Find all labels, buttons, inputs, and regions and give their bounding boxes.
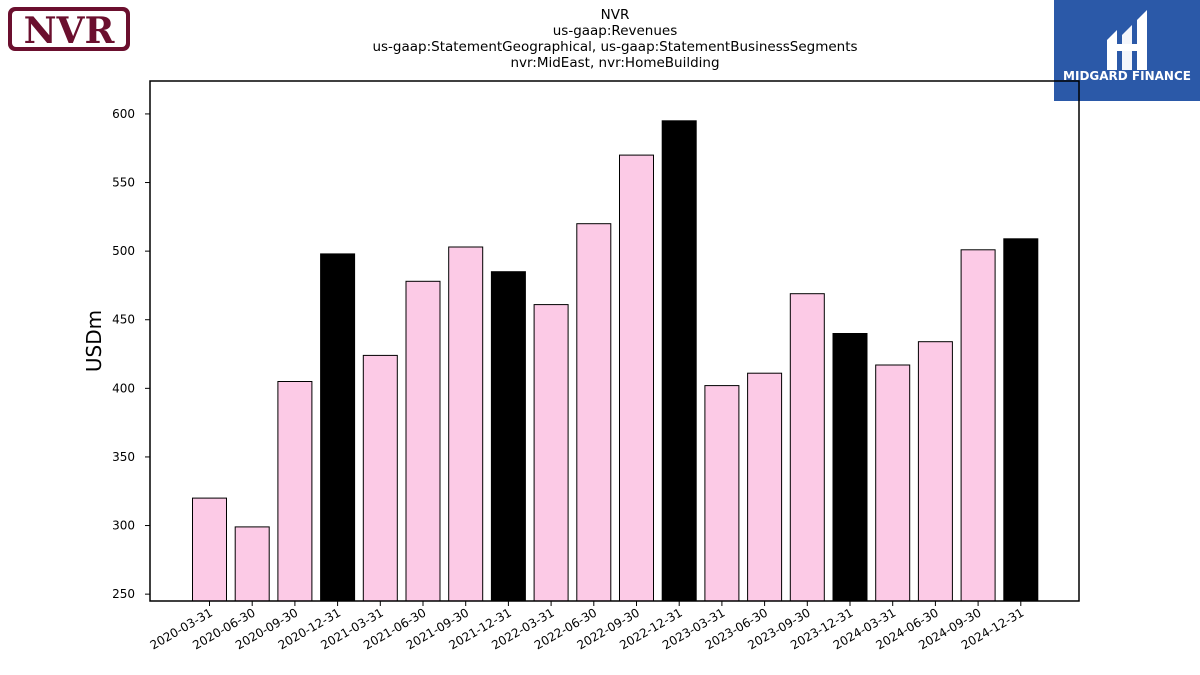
plot-frame [149, 80, 1080, 602]
y-axis-label: USDm [82, 310, 106, 372]
bar-2021-12-31 [490, 271, 526, 602]
y-tick-label-300: 300 [112, 519, 135, 533]
y-axis: 250 300 350 400 450 500 550 600 [112, 107, 150, 601]
bar-2022-12-31 [661, 120, 697, 602]
bar-2023-09-30 [789, 293, 825, 602]
bar-2024-06-30 [917, 341, 953, 602]
y-tick-label-550: 550 [112, 176, 135, 190]
svg-text:MIDGARD FINANCE: MIDGARD FINANCE [1063, 69, 1191, 83]
bar-2024-03-31 [875, 364, 911, 602]
bar-2020-06-30 [234, 526, 270, 602]
svg-text:NVR: NVR [24, 10, 116, 52]
y-tick-label-350: 350 [112, 450, 135, 464]
midgard-finance-logo: MIDGARD FINANCE [1054, 0, 1200, 101]
nvr-logo: NVR [7, 6, 131, 52]
title-line-2: us-gaap:Revenues [552, 23, 678, 39]
bar-2020-12-31 [320, 253, 356, 602]
bar-2024-09-30 [960, 249, 996, 602]
bar-2020-09-30 [277, 381, 313, 602]
bar-2022-06-30 [576, 223, 612, 602]
y-tick-label-450: 450 [112, 313, 135, 327]
bar-2021-06-30 [405, 280, 441, 602]
y-tick-label-500: 500 [112, 244, 135, 258]
bar-2022-03-31 [533, 304, 569, 602]
chart-title: NVR us-gaap:Revenues us-gaap:StatementGe… [250, 7, 980, 71]
bar-2021-09-30 [448, 246, 484, 602]
bar-2023-06-30 [747, 372, 783, 602]
y-tick-label-400: 400 [112, 381, 135, 395]
bar-2021-03-31 [362, 354, 398, 602]
x-axis: 2020-03-312020-06-302020-09-302020-12-31… [148, 601, 1026, 652]
bar-2023-03-31 [704, 385, 740, 602]
bar-2020-03-31 [192, 497, 227, 602]
bar-2023-12-31 [832, 333, 868, 602]
y-tick-label-600: 600 [112, 107, 135, 121]
bars-group [192, 120, 1039, 602]
bar-2022-09-30 [619, 154, 654, 602]
title-line-3: us-gaap:StatementGeographical, us-gaap:S… [372, 39, 858, 55]
title-line-1: NVR [600, 7, 630, 23]
bar-2024-12-31 [1003, 238, 1039, 602]
y-tick-label-250: 250 [112, 587, 135, 601]
title-line-4: nvr:MidEast, nvr:HomeBuilding [510, 55, 720, 71]
